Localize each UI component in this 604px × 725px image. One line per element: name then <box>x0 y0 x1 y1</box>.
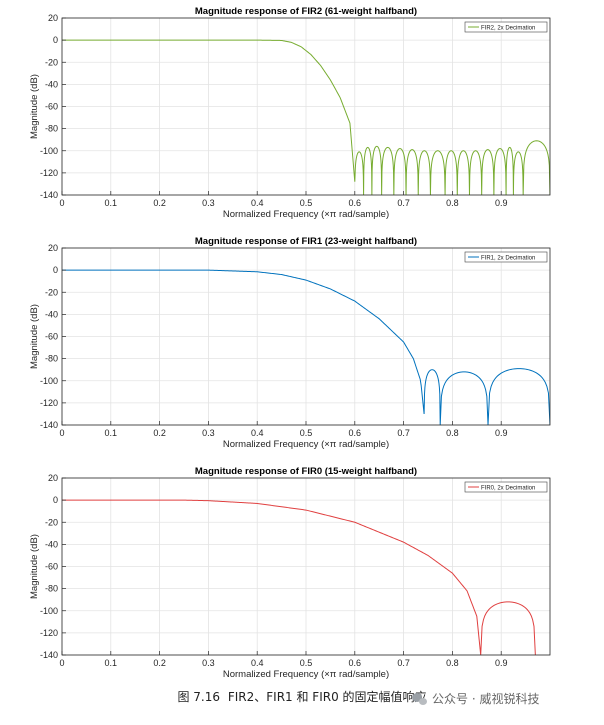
figure-caption-text: FIR2、FIR1 和 FIR0 的固定幅值响应 <box>227 690 427 704</box>
x-tick-label: 0.7 <box>397 658 410 668</box>
x-tick-label: 0.7 <box>397 428 410 438</box>
x-tick-label: 0.9 <box>495 428 508 438</box>
y-tick-label: -60 <box>45 102 58 112</box>
x-tick-label: 0.6 <box>349 658 362 668</box>
watermark: 公众号 · 威视锐科技 <box>412 690 539 707</box>
x-tick-label: 0.5 <box>300 198 313 208</box>
y-tick-label: -120 <box>40 398 58 408</box>
y-tick-label: -40 <box>45 79 58 89</box>
y-axis-label: Magnitude (dB) <box>29 304 40 369</box>
x-tick-label: 0.4 <box>251 198 264 208</box>
legend-label: FIR0, 2x Decimation <box>481 485 535 491</box>
y-tick-label: -40 <box>45 539 58 549</box>
y-tick-label: -20 <box>45 287 58 297</box>
x-tick-label: 0.8 <box>446 198 459 208</box>
legend-label: FIR1, 2x Decimation <box>481 255 535 261</box>
x-tick-label: 0.5 <box>300 428 313 438</box>
watermark-text: 公众号 · 威视锐科技 <box>432 692 540 706</box>
y-tick-label: -100 <box>40 376 58 386</box>
x-tick-label: 0.1 <box>105 428 118 438</box>
y-tick-label: -100 <box>40 606 58 616</box>
y-tick-label: -20 <box>45 517 58 527</box>
x-tick-label: 0.7 <box>397 198 410 208</box>
y-tick-label: 20 <box>48 243 58 253</box>
y-tick-label: -140 <box>40 420 58 430</box>
legend-box <box>464 21 548 33</box>
x-tick-label: 0.3 <box>202 658 215 668</box>
y-tick-label: 0 <box>53 495 58 505</box>
chart-title: Magnitude response of FIR2 (61-weight ha… <box>195 6 417 17</box>
y-tick-label: 0 <box>53 265 58 275</box>
figure: 0 0.1 0.2 0.3 0.4 0.5 0.6 0.7 0.8 0.9 20 0 -20 -40 -60… <box>29 6 551 680</box>
x-tick-label: 0.5 <box>300 658 313 668</box>
y-tick-label: 0 <box>53 35 58 45</box>
x-axis-label: Normalized Frequency (×π rad/sample) <box>223 209 389 220</box>
series-line <box>62 269 550 425</box>
y-tick-label: -20 <box>45 57 58 67</box>
x-tick-label: 0.9 <box>495 658 508 668</box>
y-axis-label: Magnitude (dB) <box>29 534 40 599</box>
y-axis-label: Magnitude (dB) <box>29 74 40 139</box>
x-tick-label: 0.6 <box>349 428 362 438</box>
x-tick-label: 0.3 <box>202 428 215 438</box>
y-tick-label: 20 <box>48 13 58 23</box>
y-tick-label: -120 <box>40 628 58 638</box>
x-tick-label: 0.8 <box>446 428 459 438</box>
x-tick-label: 0.2 <box>153 198 166 208</box>
x-tick-label: 0.6 <box>349 198 362 208</box>
y-tick-label: -120 <box>40 168 58 178</box>
legend-box <box>464 251 548 263</box>
chart-panel-0: 0 0.1 0.2 0.3 0.4 0.5 0.6 0.7 0.8 0.9 20 0 -20 -40 -60… <box>29 6 551 220</box>
chart-panel-1: 0 0.1 0.2 0.3 0.4 0.5 0.6 0.7 0.8 0.9 20 0 -20 -40 -60… <box>29 236 551 450</box>
wechat-icon <box>412 692 428 706</box>
y-tick-label: -80 <box>45 584 58 594</box>
y-tick-label: -80 <box>45 124 58 134</box>
x-tick-label: 0.4 <box>251 428 264 438</box>
chart-title: Magnitude response of FIR0 (15-weight ha… <box>195 466 417 477</box>
x-tick-label: 0 <box>59 198 64 208</box>
legend-box <box>464 481 548 493</box>
x-tick-label: 0.9 <box>495 198 508 208</box>
x-tick-label: 0.1 <box>105 198 118 208</box>
y-tick-label: -80 <box>45 354 58 364</box>
x-axis-label: Normalized Frequency (×π rad/sample) <box>223 439 389 450</box>
x-tick-label: 0.1 <box>105 658 118 668</box>
x-tick-label: 0 <box>59 428 64 438</box>
y-tick-label: -40 <box>45 309 58 319</box>
figure-caption: 图 7.16 FIR2、FIR1 和 FIR0 的固定幅值响应 <box>0 688 604 705</box>
x-axis-label: Normalized Frequency (×π rad/sample) <box>223 669 389 680</box>
y-tick-label: -140 <box>40 190 58 200</box>
chart-title: Magnitude response of FIR1 (23-weight ha… <box>195 236 417 247</box>
x-tick-label: 0.2 <box>153 658 166 668</box>
x-tick-label: 0 <box>59 658 64 668</box>
series-line <box>62 39 550 195</box>
series-line <box>62 499 536 655</box>
figure-label: 图 7.16 <box>177 690 221 704</box>
legend-label: FIR2, 2x Decimation <box>481 25 535 31</box>
y-tick-label: -60 <box>45 562 58 572</box>
y-tick-label: -60 <box>45 332 58 342</box>
y-tick-label: -140 <box>40 650 58 660</box>
y-tick-label: -100 <box>40 146 58 156</box>
x-tick-label: 0.4 <box>251 658 264 668</box>
x-tick-label: 0.3 <box>202 198 215 208</box>
x-tick-label: 0.2 <box>153 428 166 438</box>
chart-panel-2: 0 0.1 0.2 0.3 0.4 0.5 0.6 0.7 0.8 0.9 20 0 -20 -40 -60… <box>29 466 551 680</box>
x-tick-label: 0.8 <box>446 658 459 668</box>
y-tick-label: 20 <box>48 473 58 483</box>
